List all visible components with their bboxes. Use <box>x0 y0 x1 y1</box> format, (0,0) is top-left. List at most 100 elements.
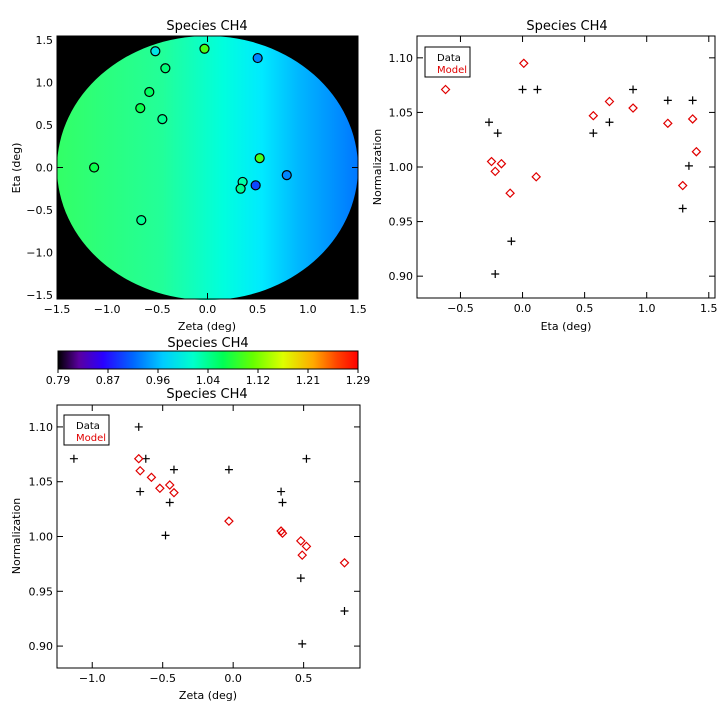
zeta-xtick-label: −1.0 <box>79 672 106 685</box>
colorbar-tick-label: 1.29 <box>346 374 371 387</box>
map-xtick-label: −1.5 <box>44 303 71 316</box>
eta-legend-box <box>424 46 471 78</box>
zeta-data-point <box>69 454 78 463</box>
eta-data-point <box>493 129 502 138</box>
map-point <box>157 114 168 125</box>
map-point <box>254 153 265 164</box>
map-xtick-label: −1.0 <box>94 303 121 316</box>
eta-model-point <box>496 158 507 169</box>
map-ytick-label: 1.5 <box>36 34 54 47</box>
zeta-legend-model: Model <box>76 433 106 444</box>
eta-data-point <box>663 96 672 105</box>
eta-model-point <box>604 96 615 107</box>
colorbar-tick-label: 0.79 <box>46 374 71 387</box>
eta-model-point <box>486 156 497 167</box>
map-model-field <box>57 36 358 300</box>
eta-ytick-label: 1.00 <box>389 161 414 174</box>
map-ytick-label: −1.0 <box>26 246 53 259</box>
zeta-data-point <box>165 498 174 507</box>
eta-data-point <box>629 85 638 94</box>
eta-legend-model: Model <box>437 65 467 76</box>
eta-model-point <box>687 114 698 124</box>
colorbar-tick-label: 1.04 <box>196 374 221 387</box>
map-ytick-label: −1.5 <box>26 289 53 302</box>
zeta-model-point <box>146 472 157 483</box>
zeta-data-point <box>302 454 311 463</box>
zeta-ytick-label: 0.90 <box>29 640 54 653</box>
eta-xtick-label: 0.5 <box>576 302 594 315</box>
zeta-data-point <box>224 465 233 474</box>
eta-data-point <box>688 96 697 105</box>
zeta-ytick-label: 1.05 <box>29 476 54 489</box>
zeta-model-point <box>301 541 312 552</box>
colorbar-title: Species CH4 <box>167 336 248 351</box>
zeta-data-point <box>277 487 286 496</box>
map-point <box>250 180 261 191</box>
zeta-model-point <box>224 516 234 527</box>
eta-model-point <box>505 188 515 199</box>
zeta-ytick-label: 1.00 <box>29 531 54 544</box>
colorbar <box>57 350 359 370</box>
eta-panel: Species CH4 −0.5 0.0 0.5 1.0 1.5 0.90 0.95 1.00… <box>371 19 718 333</box>
zeta-legend-data: Data <box>76 421 100 432</box>
zeta-model-point <box>169 487 179 498</box>
zeta-ylabel: Normalization <box>10 498 23 574</box>
eta-data-point <box>678 204 687 213</box>
zeta-model-point <box>277 528 288 539</box>
zeta-data-point <box>169 465 178 474</box>
eta-data-point <box>684 161 693 170</box>
map-ytick-label: 1.0 <box>36 77 54 90</box>
map-point <box>89 162 100 173</box>
map-point <box>160 63 171 74</box>
zeta-title: Species CH4 <box>166 387 247 402</box>
eta-data-point <box>507 237 516 246</box>
eta-xtick-label: 1.5 <box>700 302 718 315</box>
map-point <box>144 86 155 98</box>
zeta-xtick-label: 0.0 <box>224 672 242 685</box>
map-xtick-label: 0.0 <box>199 303 217 316</box>
eta-xtick-label: 0.0 <box>514 302 532 315</box>
zeta-data-point <box>134 422 143 431</box>
map-ytick-label: 0.0 <box>36 162 54 175</box>
eta-data-point <box>491 269 500 278</box>
map-xtick-label: 1.0 <box>299 303 317 316</box>
zeta-data-point <box>298 639 307 648</box>
map-ytick-label: 0.5 <box>36 119 54 132</box>
eta-legend-data: Data <box>437 53 461 64</box>
map-point <box>136 215 147 226</box>
zeta-model-point <box>133 453 144 464</box>
map-point <box>281 170 292 181</box>
eta-model-point <box>531 171 542 182</box>
map-xtick-label: −0.5 <box>144 303 171 316</box>
eta-ytick-label: 1.05 <box>389 106 414 119</box>
eta-title: Species CH4 <box>526 19 607 34</box>
map-point <box>150 46 161 57</box>
colorbar-panel: Species CH4 0.79 0.87 0.96 1.04 1.12 1.21 1.29 <box>46 336 371 387</box>
eta-xlabel: Eta (deg) <box>541 320 592 333</box>
eta-model-point <box>440 84 451 95</box>
zeta-xtick-label: 0.5 <box>295 672 313 685</box>
zeta-data-point <box>136 487 145 496</box>
zeta-model-point <box>339 557 350 568</box>
map-point <box>135 103 146 114</box>
eta-data-point <box>518 85 527 94</box>
eta-model-point <box>490 166 501 177</box>
eta-model-point <box>662 118 673 129</box>
eta-model-point <box>518 58 529 69</box>
zeta-ytick-label: 1.10 <box>29 421 54 434</box>
eta-model-point <box>628 103 638 113</box>
eta-model-point <box>691 146 702 157</box>
eta-model-point <box>588 110 599 121</box>
zeta-xlabel: Zeta (deg) <box>179 689 237 702</box>
map-xtick-label: 1.5 <box>349 303 367 316</box>
eta-data-point <box>485 118 494 127</box>
colorbar-tick-label: 0.87 <box>96 374 121 387</box>
zeta-data-point <box>161 531 170 540</box>
zeta-ytick-label: 0.95 <box>29 585 54 598</box>
eta-ytick-label: 1.10 <box>389 52 414 65</box>
eta-xtick-label: −0.5 <box>447 302 474 315</box>
zeta-model-point <box>297 550 308 560</box>
map-ylabel: Eta (deg) <box>10 143 23 194</box>
map-point <box>199 43 210 54</box>
